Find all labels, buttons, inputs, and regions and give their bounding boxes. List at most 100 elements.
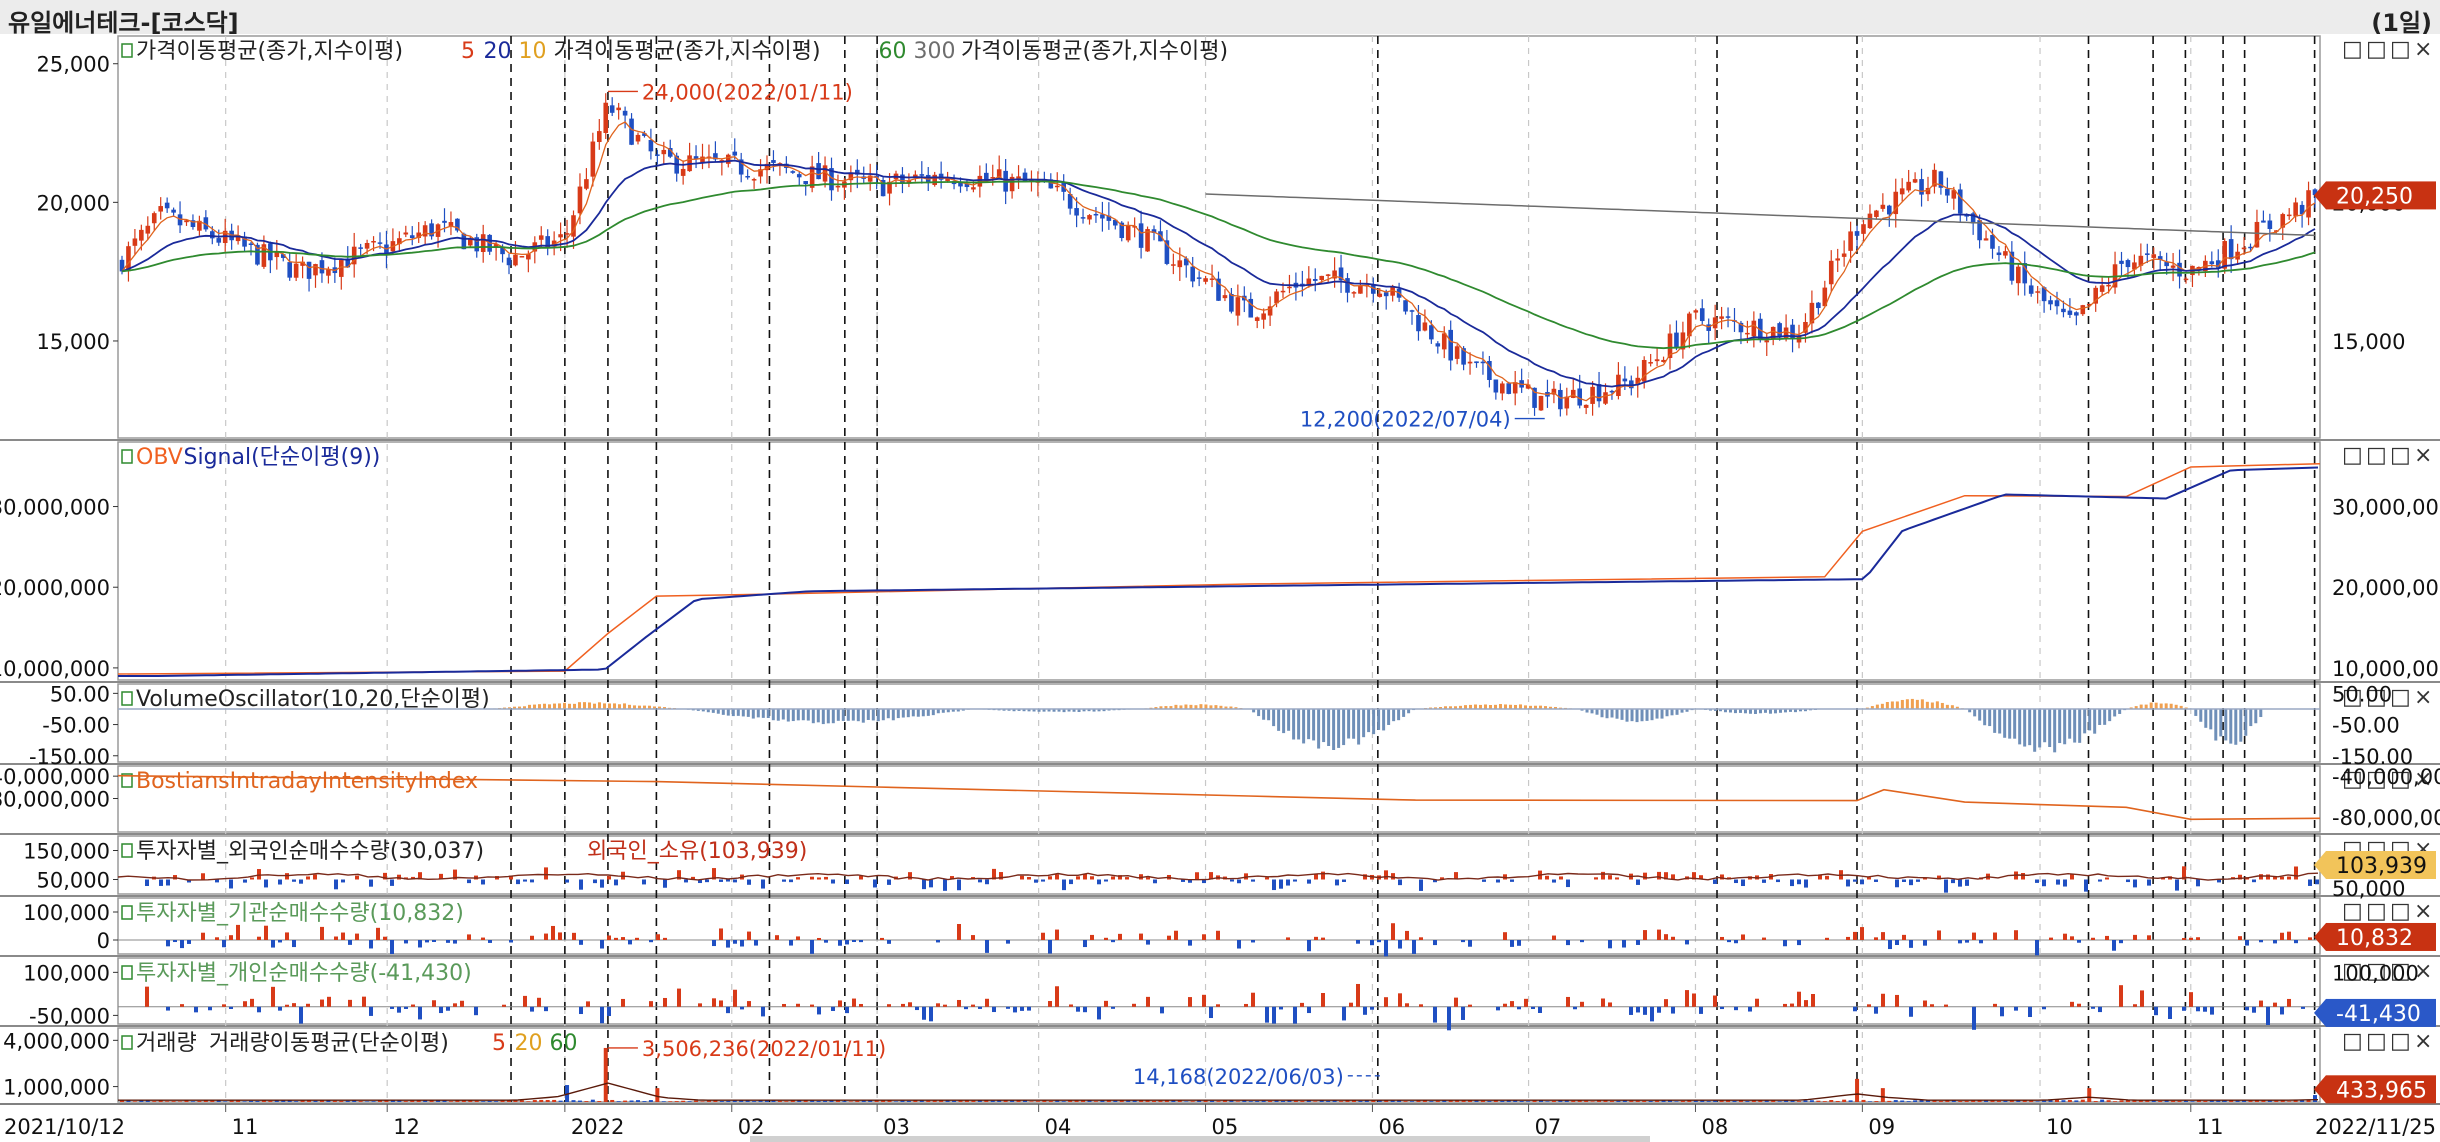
panel-tool-button[interactable]: ×: [2414, 899, 2432, 924]
foreign-bar: [978, 879, 982, 883]
foreign-bar: [341, 879, 345, 883]
indiv-bar: [2154, 1006, 2158, 1016]
indiv-bar: [782, 1003, 786, 1007]
volume-bar: [1229, 1099, 1234, 1102]
indiv-bar: [1146, 996, 1150, 1007]
indiv-bar: [740, 1006, 744, 1010]
indiv-bar: [2210, 1006, 2214, 1015]
volume-bar: [1590, 1101, 1595, 1102]
foreign-bar: [1643, 872, 1647, 880]
inst-bar: [1902, 934, 1906, 940]
panel-tool-button[interactable]: □: [2366, 685, 2387, 710]
candle-body: [738, 159, 744, 175]
panel-tool-button[interactable]: □: [2390, 767, 2411, 792]
inst-bar: [789, 940, 793, 946]
inst-bar: [2063, 933, 2067, 940]
candle-body: [1661, 359, 1666, 363]
volume-bar: [1616, 1100, 1621, 1102]
panel-tool-button[interactable]: □: [2366, 899, 2387, 924]
panel-tool-button[interactable]: □: [2390, 1029, 2411, 1054]
candle-body: [1151, 229, 1157, 233]
panel-tool-button[interactable]: □: [2342, 1029, 2363, 1054]
panel-tool-button[interactable]: □: [2366, 959, 2387, 984]
indiv-bar: [1790, 1003, 1794, 1007]
candle-body: [1751, 320, 1757, 337]
volume-bar: [326, 1100, 331, 1102]
inst-bar: [2273, 940, 2277, 944]
foreign-bar: [278, 879, 282, 885]
panel-tool-button[interactable]: □: [2342, 899, 2363, 924]
inst-bar: [1237, 940, 1241, 949]
horizontal-scrollbar[interactable]: [750, 1136, 1650, 1142]
y-tick-right-obv: 20,000,000: [2332, 576, 2440, 600]
foreign-bar: [2315, 879, 2319, 885]
indiv-bar: [1517, 1006, 1521, 1010]
candle-body: [1957, 189, 1963, 214]
panel-tool-button[interactable]: □: [2390, 443, 2411, 468]
candle-body: [1777, 323, 1782, 338]
indiv-bar: [2028, 1006, 2032, 1018]
panel-tool-button[interactable]: ×: [2414, 37, 2432, 62]
inst-bar: [1517, 940, 1521, 946]
inst-bar: [2287, 931, 2291, 940]
candle-body: [2125, 260, 2131, 268]
panel-tool-button[interactable]: □: [2390, 37, 2411, 62]
volume-bar: [2132, 1099, 2137, 1102]
panel-tool-button[interactable]: ×: [2414, 767, 2432, 792]
foreign-bar: [1944, 879, 1948, 893]
panel-tool-button[interactable]: ×: [2414, 443, 2432, 468]
volume-bar: [519, 1100, 524, 1102]
candle-body: [1570, 389, 1576, 398]
candle-body: [1893, 191, 1899, 215]
inst-bar: [1216, 930, 1220, 940]
candle-body: [216, 238, 222, 243]
indiv-bar: [901, 1003, 905, 1007]
inst-bar: [796, 936, 800, 940]
panel-tool-button[interactable]: ×: [2414, 959, 2432, 984]
volume-bar: [2274, 1100, 2279, 1102]
candle-body: [700, 156, 705, 163]
inst-bar: [1174, 930, 1178, 940]
panel-tool-button[interactable]: □: [2342, 443, 2363, 468]
candle-body: [1487, 360, 1492, 381]
inst-bar: [936, 940, 940, 943]
panel-tool-button[interactable]: □: [2390, 899, 2411, 924]
panel-tool-button[interactable]: □: [2366, 37, 2387, 62]
volume-bar: [2035, 1101, 2040, 1102]
indiv-bar: [1510, 1001, 1514, 1007]
candle-body: [1171, 264, 1176, 266]
panel-tool-button[interactable]: □: [2390, 959, 2411, 984]
indiv-bar: [852, 998, 856, 1007]
panel-tool-button[interactable]: ×: [2414, 1029, 2432, 1054]
x-tick-label: 07: [1535, 1115, 1562, 1139]
foreign-bar: [1321, 871, 1325, 880]
panel-tool-button[interactable]: □: [2390, 685, 2411, 710]
candle-body: [564, 233, 570, 235]
candle-body: [1429, 325, 1434, 340]
indiv-bar: [453, 1003, 457, 1007]
stock-chart[interactable]: □ □ □ ×□ □ □ ×□ □ □ ×□ □ □ ×□ □ □ ×□ □ □ ×□ □ □ ×□ □ □ ×가격이동평균(종…: [0, 34, 2440, 1142]
panel-tool-button[interactable]: □: [2342, 767, 2363, 792]
volume-bar: [752, 1101, 757, 1102]
candle-body: [887, 181, 892, 194]
panel-tool-button[interactable]: ×: [2414, 685, 2432, 710]
foreign-ownership-line: [117, 872, 2319, 881]
panel-tool-button[interactable]: □: [2342, 37, 2363, 62]
candle-body: [1261, 313, 1266, 320]
volume-bar: [1861, 1099, 1866, 1102]
indiv-bar: [663, 997, 667, 1007]
foreign-bar: [1902, 879, 1906, 882]
panel-tool-button[interactable]: □: [2366, 767, 2387, 792]
panel-tool-button[interactable]: □: [2342, 959, 2363, 984]
volume-bar: [1093, 1101, 1098, 1102]
indiv-bar: [992, 1006, 996, 1013]
window-title: 유일에너테크-[코스닥]: [8, 9, 239, 37]
inst-bar: [236, 924, 240, 940]
panel-tool-button[interactable]: □: [2366, 1029, 2387, 1054]
panel-tool-button[interactable]: □: [2366, 443, 2387, 468]
volume-bar: [210, 1100, 215, 1102]
volume-bar: [1906, 1101, 1911, 1102]
foreign-bar: [600, 879, 604, 888]
volume-bar: [2087, 1088, 2092, 1102]
panel-tool-button[interactable]: □: [2342, 685, 2363, 710]
